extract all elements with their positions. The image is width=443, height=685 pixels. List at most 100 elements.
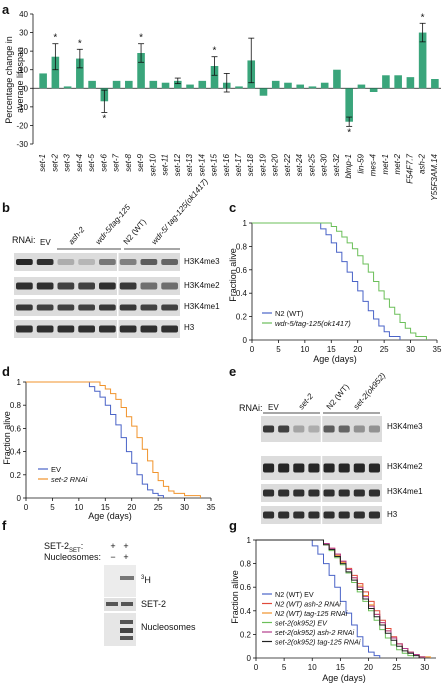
panel-e-band [353, 489, 365, 497]
panel-b-band [16, 325, 33, 333]
panel-e-band [293, 511, 305, 519]
panel-b-strip [14, 277, 180, 295]
panel-b-band [161, 304, 178, 311]
panel-d-legend-label: EV [51, 465, 61, 474]
panel-c-survival-chart: Fraction alive Age (days) 0 0.2 0.4 0.6 0.8 1… [228, 219, 442, 364]
panel-b-band-h3k4me1: H3K4me1 [184, 302, 220, 311]
panel-a-category-label: set-19 [258, 153, 267, 176]
panel-a-significance-marker: * [347, 127, 351, 138]
panel-b-band [57, 259, 75, 265]
panel-a-category-label: set-18 [246, 153, 255, 176]
panel-e-band [308, 425, 320, 433]
panel-a-bar [271, 80, 280, 89]
panel-g-legend-label: N2 (WT) tag-125 RNAi [275, 609, 348, 618]
panel-a-category-label: set-10 [148, 153, 157, 176]
panel-a-bar [345, 88, 353, 122]
panel-e-band [293, 463, 305, 473]
panel-a-bar [406, 77, 415, 89]
panel-g-legend-label: set-2(ok952) tag-125 RNAi [275, 638, 361, 647]
panel-a-category-label: set-13 [185, 153, 194, 176]
panel-a-category-label: set-2 [50, 153, 59, 171]
panel-e-band [338, 511, 350, 519]
panel-a-bar [418, 32, 427, 89]
panel-b-band [99, 259, 116, 265]
panel-b-band [16, 259, 33, 265]
panel-e-band [353, 511, 365, 519]
panel-e-band [308, 489, 320, 497]
panel-a-bar [308, 86, 317, 89]
panel-g-xtick-label: 0 [254, 663, 259, 672]
panel-f-activity-assay: SET-2SET: Nucleosomes: + + − + 3H SET-2 … [44, 541, 196, 646]
panel-e-band [293, 425, 305, 433]
panel-d-xtick-label: 35 [207, 503, 216, 512]
panel-a-category-label: met-2 [393, 153, 402, 174]
panel-a-bar [161, 82, 170, 89]
panel-b-band-h3k4me2: H3K4me2 [184, 281, 220, 290]
panel-b-band [16, 282, 33, 290]
panel-a-category-label: set-1 [38, 154, 47, 172]
panel-d-ytick-label: 0.6 [10, 424, 22, 433]
panel-a-bar [137, 53, 145, 89]
panel-label-g: g [229, 518, 237, 533]
panel-a-significance-marker: * [139, 33, 143, 44]
panel-a-category-label: mes-4 [369, 153, 378, 176]
panel-e-band [338, 489, 350, 497]
panel-c-xtick-label: 25 [380, 345, 389, 354]
panel-d-ytick-label: 0.4 [10, 448, 22, 457]
panel-c-xtick-label: 30 [406, 345, 415, 354]
panel-c-ytick-label: 0.4 [236, 289, 248, 298]
panel-b-band [57, 304, 75, 311]
panel-e-band [263, 511, 275, 519]
panel-a-ylabel-line1: Percentage change in [4, 36, 14, 124]
panel-a-bar [296, 84, 305, 89]
panel-g-ytick-label: 0.4 [240, 607, 252, 616]
panel-b-band-h3: H3 [184, 323, 195, 332]
panel-d-ytick-label: 0 [17, 494, 22, 503]
panel-b-band [36, 282, 54, 290]
panel-e-band [353, 425, 365, 433]
panel-a-category-label: met-1 [381, 154, 390, 174]
panel-a-bar [320, 82, 329, 89]
panel-a-category-label: set-7 [112, 153, 121, 171]
panel-e-lane-ok952: set-2(ok952) [352, 371, 388, 411]
panel-b-band [78, 304, 95, 311]
panel-e-band [353, 463, 365, 473]
panel-b-strip [14, 253, 180, 271]
panel-a-category-label: F54F7.7 [405, 153, 414, 183]
panel-a-category-label: Y55F3AM.14 [430, 153, 439, 200]
panel-b-band [119, 325, 137, 333]
panel-c-xtick-label: 35 [433, 345, 442, 354]
panel-g-xtick-label: 30 [420, 663, 429, 672]
panel-b-band [99, 282, 116, 290]
panel-e-lane-ev: EV [268, 403, 279, 412]
panel-e-band [323, 463, 335, 473]
panel-e-band [263, 489, 275, 497]
panel-a-bar-chart: Percentage change in average lifespan -3… [4, 10, 441, 201]
panel-f-3h-band [120, 576, 134, 580]
panel-e-band [338, 425, 350, 433]
panel-a-category-label: ash-2 [418, 153, 427, 174]
panel-g-survival-chart: Fraction alive Age (days) 0 0.2 0.4 0.6 0.8 1… [230, 536, 436, 683]
panel-b-band [140, 304, 158, 311]
panel-b-band [36, 325, 54, 333]
panel-b-rnai-label: RNAi: [12, 235, 36, 245]
panel-b-band [36, 304, 54, 311]
panel-b-band [99, 304, 116, 311]
panel-label-b: b [2, 200, 10, 215]
panel-e-band [338, 463, 350, 473]
panel-g-xtick-label: 5 [282, 663, 287, 672]
panel-c-xtick-label: 20 [353, 345, 362, 354]
panel-g-ylabel: Fraction alive [230, 570, 240, 624]
panel-c-series-line [252, 222, 427, 340]
panel-g-ytick-label: 0 [247, 654, 252, 663]
panel-a-category-label: lin-59 [356, 153, 365, 173]
panel-d-ytick-label: 0.8 [10, 401, 22, 410]
panel-label-c: c [229, 200, 236, 215]
panel-e-band [368, 489, 380, 497]
panel-a-ytick-label: 30 [19, 29, 28, 38]
panel-a-ytick-label: -30 [16, 140, 28, 149]
panel-c-xtick-label: 0 [250, 345, 255, 354]
panel-a-category-label: set-8 [124, 153, 133, 171]
panel-a-category-label: set-4 [75, 153, 84, 171]
panel-f-row2-label: Nucleosomes: [44, 552, 101, 562]
